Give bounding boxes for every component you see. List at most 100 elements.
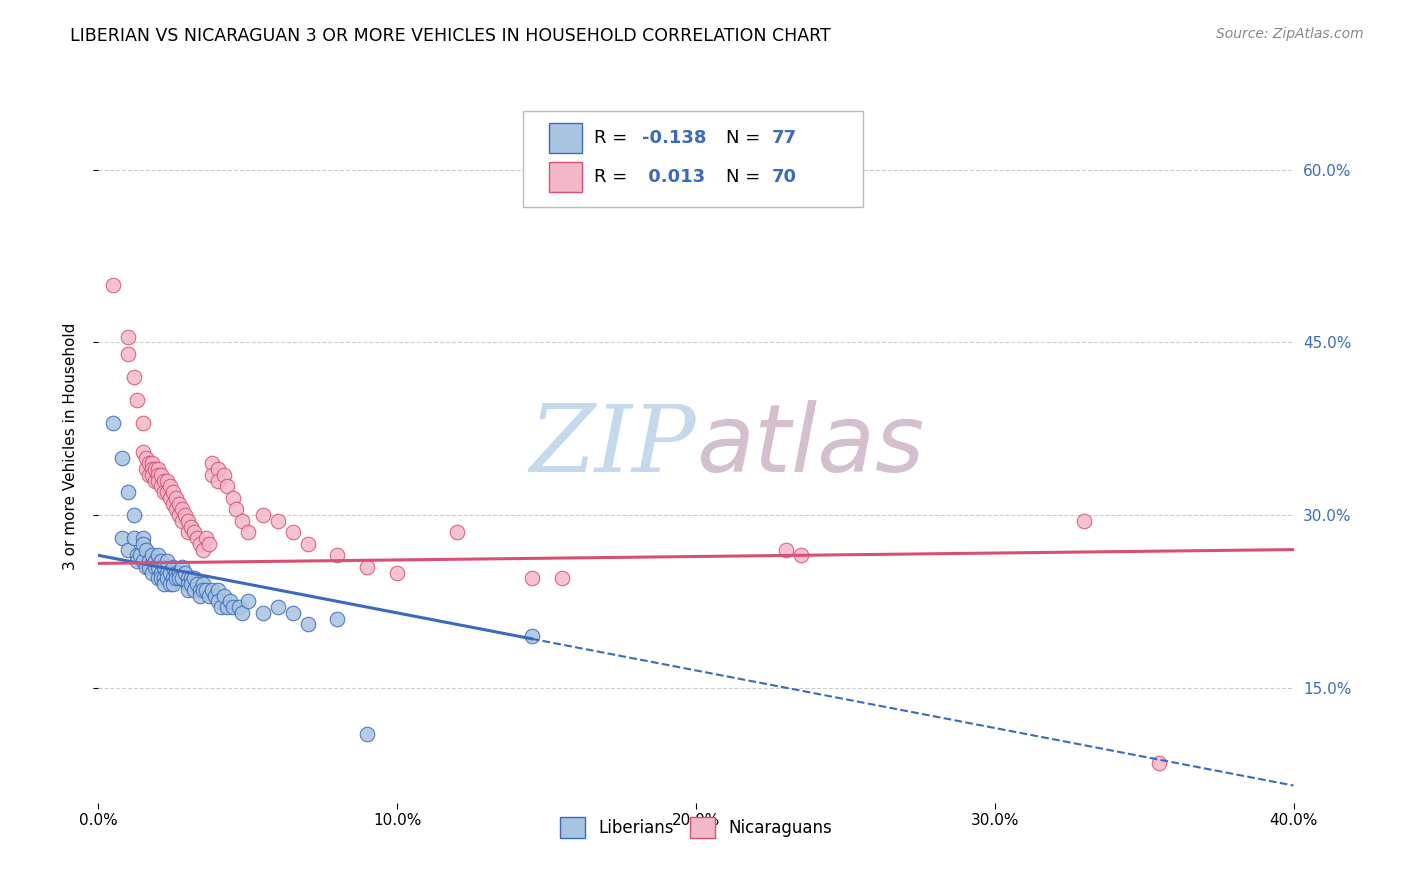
Point (167, 497, 190, 511)
Text: R =: R = (595, 129, 633, 147)
Point (135, 559, 157, 574)
Point (162, 485, 184, 500)
Point (174, 566, 197, 580)
Point (195, 582, 218, 597)
Point (188, 582, 211, 597)
Point (267, 514, 290, 528)
Point (162, 571, 184, 585)
Point (165, 566, 187, 580)
Point (281, 525, 304, 540)
Text: N =: N = (725, 129, 766, 147)
Point (153, 577, 176, 591)
Point (165, 571, 187, 585)
Point (153, 571, 176, 585)
Point (180, 571, 202, 585)
Point (162, 577, 184, 591)
Point (177, 525, 200, 540)
Point (156, 566, 179, 580)
Point (252, 508, 274, 522)
Point (789, 549, 811, 563)
Point (156, 474, 179, 488)
Point (153, 474, 176, 488)
Point (148, 474, 170, 488)
Point (177, 514, 200, 528)
Point (132, 416, 155, 430)
Text: 77: 77 (772, 129, 796, 147)
Point (148, 549, 170, 563)
Point (172, 559, 194, 574)
Point (148, 559, 170, 574)
Point (201, 467, 224, 482)
Point (165, 502, 187, 516)
Point (165, 491, 187, 505)
Point (183, 525, 205, 540)
Point (143, 559, 166, 574)
FancyBboxPatch shape (523, 111, 863, 207)
Point (177, 582, 200, 597)
Point (195, 531, 218, 545)
Point (231, 514, 253, 528)
Text: 70: 70 (772, 168, 796, 186)
Point (191, 542, 214, 557)
Point (209, 600, 232, 615)
Point (201, 456, 224, 470)
Point (236, 525, 259, 540)
Point (159, 566, 181, 580)
Point (1147, 756, 1170, 770)
Point (177, 577, 200, 591)
Text: atlas: atlas (696, 401, 924, 491)
Point (446, 525, 468, 540)
Point (124, 531, 146, 545)
Point (180, 519, 202, 533)
Point (207, 582, 229, 597)
Point (127, 392, 149, 407)
Point (117, 347, 139, 361)
Point (198, 589, 221, 603)
Point (191, 577, 214, 591)
Point (138, 559, 160, 574)
Point (156, 554, 179, 568)
Point (150, 554, 173, 568)
Point (297, 537, 319, 551)
Point (252, 606, 274, 620)
Point (127, 549, 149, 563)
Legend: Liberians, Nicaraguans: Liberians, Nicaraguans (553, 811, 839, 845)
Point (225, 502, 247, 516)
Point (201, 582, 224, 597)
Point (143, 554, 166, 568)
Point (520, 571, 543, 585)
Point (117, 542, 139, 557)
Point (111, 450, 134, 465)
Point (143, 462, 166, 476)
Point (132, 537, 155, 551)
Point (111, 531, 134, 545)
Point (135, 462, 157, 476)
Point (141, 566, 163, 580)
Point (198, 537, 221, 551)
Point (141, 549, 163, 563)
Point (172, 571, 194, 585)
Point (172, 514, 194, 528)
Point (138, 456, 160, 470)
Point (153, 485, 176, 500)
Point (153, 559, 176, 574)
Point (326, 612, 349, 626)
Point (167, 571, 190, 585)
Point (103, 277, 125, 292)
Text: N =: N = (725, 168, 766, 186)
Point (132, 444, 155, 458)
Point (141, 467, 163, 482)
Point (222, 600, 245, 615)
Point (159, 491, 181, 505)
Text: Source: ZipAtlas.com: Source: ZipAtlas.com (1216, 27, 1364, 41)
Point (183, 571, 205, 585)
Point (117, 485, 139, 500)
Point (162, 497, 184, 511)
Text: -0.138: -0.138 (643, 129, 707, 147)
Point (148, 467, 170, 482)
Point (207, 594, 229, 608)
Point (159, 577, 181, 591)
Point (180, 577, 202, 591)
Point (162, 559, 184, 574)
Text: LIBERIAN VS NICARAGUAN 3 OR MORE VEHICLES IN HOUSEHOLD CORRELATION CHART: LIBERIAN VS NICARAGUAN 3 OR MORE VEHICLE… (70, 27, 831, 45)
